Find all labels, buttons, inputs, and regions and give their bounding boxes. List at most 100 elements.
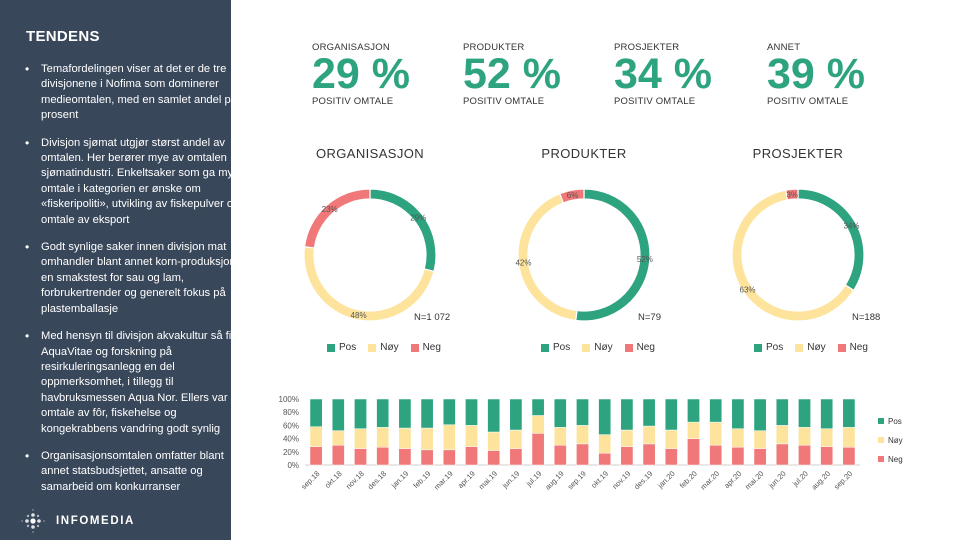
bar-segment-neg — [731, 446, 745, 466]
bar-segment-noy — [820, 428, 834, 447]
x-tick-label: jun.20 — [766, 469, 788, 491]
bar-segment-neg — [398, 448, 412, 466]
bar-segment-neg — [331, 444, 345, 466]
kpi-organisasjon: ORGANISASJON 29 % POSITIV OMTALE — [312, 42, 457, 107]
legend-item-noy: Nøy — [582, 342, 613, 353]
bar-segment-pos — [731, 398, 745, 429]
n-label-produkter: N=79 — [638, 312, 661, 323]
bar-segment-neg — [531, 433, 545, 466]
donut-data-label: 63% — [740, 285, 756, 294]
legend-swatch-neg — [878, 456, 884, 462]
y-tick-label: 40% — [283, 435, 299, 444]
bar-segment-pos — [576, 398, 589, 426]
bar-segment-noy — [664, 429, 678, 449]
y-tick-label: 60% — [283, 421, 299, 430]
legend-label: Nøy — [594, 342, 613, 353]
bar-segment-pos — [664, 398, 678, 431]
bar-segment-noy — [354, 428, 367, 449]
bar-segment-noy — [531, 415, 545, 434]
bar-segment-pos — [620, 398, 634, 431]
kpi-produkter: PRODUKTER 52 % POSITIV OMTALE — [463, 42, 608, 107]
bar-segment-pos — [842, 398, 856, 428]
kpi-sublabel: POSITIV OMTALE — [312, 96, 394, 107]
donut-title-organisasjon: ORGANISASJON — [315, 146, 425, 161]
bar-segment-pos — [687, 398, 700, 423]
infomedia-logo: INFOMEDIA — [20, 509, 210, 533]
donut-slice-neg — [784, 188, 799, 201]
bar-segment-noy — [642, 425, 656, 445]
donut-title-produkter: PRODUKTER — [541, 146, 627, 161]
y-tick-label: 20% — [283, 448, 299, 457]
bar-segment-pos — [398, 398, 412, 429]
bar-segment-neg — [576, 443, 589, 466]
donut-chart-prosjekter: 34% 63% 3% — [731, 188, 865, 322]
bar-segment-noy — [753, 430, 767, 449]
legend-label-pos: Pos — [888, 417, 902, 426]
bar-segment-pos — [709, 398, 723, 423]
bar-segment-pos — [798, 398, 811, 428]
x-tick-label: mar.20 — [699, 469, 722, 492]
donut-chart-organisasjon: 29% 48% 23% — [303, 188, 437, 322]
kpi-sublabel: POSITIV OMTALE — [767, 96, 849, 107]
donut-data-label: 34% — [843, 222, 859, 231]
bar-segment-pos — [753, 398, 767, 431]
bar-segment-noy — [331, 430, 345, 446]
bar-segment-neg — [487, 450, 501, 466]
bar-segment-noy — [553, 427, 567, 446]
bar-segment-noy — [509, 429, 523, 449]
kpi-value: 29 % — [312, 50, 411, 98]
bar-segment-neg — [354, 448, 367, 466]
bar-segment-noy — [465, 425, 478, 447]
y-tick-label: 100% — [279, 395, 299, 404]
legend-item-noy: Nøy — [795, 342, 826, 353]
bar-segment-noy — [376, 427, 390, 448]
x-tick-label: nov.18 — [344, 469, 366, 491]
legend-label: Nøy — [807, 342, 826, 353]
bar-segment-pos — [331, 398, 345, 431]
bar-segment-pos — [309, 398, 323, 427]
donut-slice-noy — [303, 246, 435, 322]
bar-segment-noy — [842, 427, 856, 448]
bar-segment-neg — [442, 449, 456, 466]
bar-segment-neg — [842, 446, 856, 466]
legend-item-noy: Nøy — [368, 342, 399, 353]
bar-segment-noy — [598, 434, 612, 454]
bar-segment-pos — [775, 398, 789, 426]
legend-label: Nøy — [380, 342, 399, 353]
x-tick-label: sep.18 — [299, 469, 321, 491]
sidebar-bullet-list: Temafordelingen viser at det er de tre d… — [10, 62, 253, 507]
donut-data-label: 3% — [786, 190, 798, 199]
legend-item-neg: Neg — [837, 342, 868, 353]
legend-item-pos: Pos — [541, 342, 570, 353]
bar-segment-neg — [820, 446, 834, 466]
x-tick-label: apr.19 — [456, 469, 477, 490]
stacked-bar-chart: 0%20%40%60%80%100%sep.18 okt.18 nov.18 des.… — [279, 395, 903, 492]
legend-item-neg: Neg — [624, 342, 655, 353]
legend-organisasjon: Pos Nøy Neg — [327, 342, 441, 353]
x-tick-label: mai.20 — [743, 469, 765, 491]
kpi-label: PRODUKTER — [463, 42, 525, 53]
bar-segment-pos — [509, 398, 523, 431]
kpi-label: ORGANISASJON — [312, 42, 390, 53]
legend-label: Pos — [553, 342, 571, 353]
donut-slice-pos — [369, 188, 437, 273]
legend-label: Pos — [339, 342, 357, 353]
x-tick-label: aug.19 — [543, 469, 566, 492]
x-tick-label: mar.19 — [432, 469, 455, 492]
x-tick-label: jan.20 — [655, 469, 677, 491]
bar-segment-pos — [442, 398, 456, 425]
legend-label-noy: Nøy — [888, 436, 903, 445]
bar-segment-noy — [731, 428, 745, 448]
bar-segment-neg — [598, 452, 612, 466]
x-tick-label: des.18 — [366, 469, 388, 491]
x-tick-label: nov.19 — [610, 469, 632, 491]
bar-segment-neg — [798, 444, 811, 466]
kpi-sublabel: POSITIV OMTALE — [614, 96, 696, 107]
bar-segment-pos — [376, 398, 390, 428]
bar-segment-noy — [309, 426, 323, 447]
donut-slice-pos — [797, 188, 865, 292]
kpi-label: PROSJEKTER — [614, 42, 680, 53]
x-tick-label: des.19 — [632, 469, 654, 491]
kpi-value: 34 % — [614, 50, 713, 98]
bar-segment-pos — [420, 398, 434, 429]
